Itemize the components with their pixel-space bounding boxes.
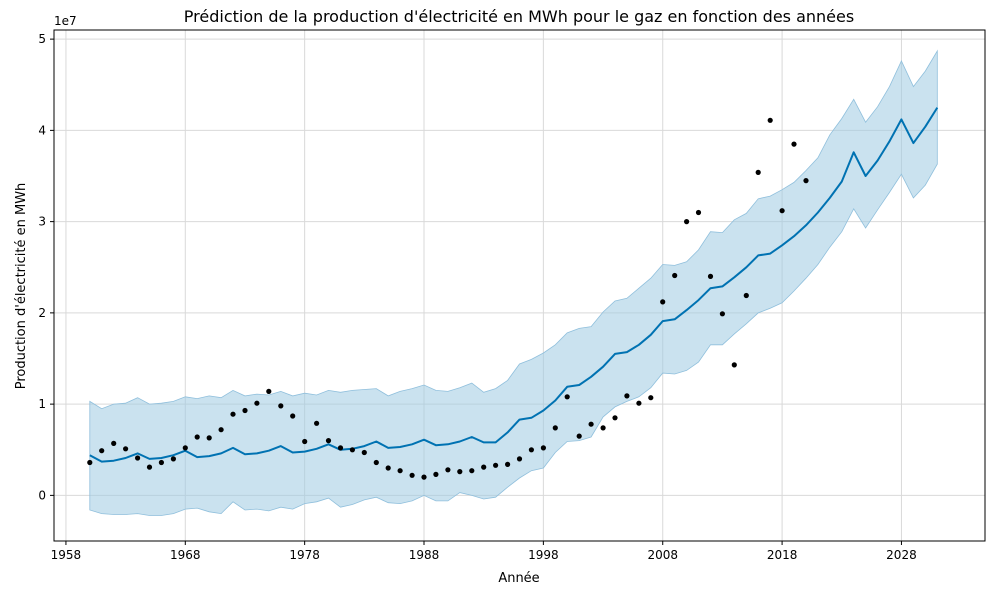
observed-point [660, 299, 666, 305]
forecast-line [89, 107, 939, 463]
observed-point [624, 393, 630, 399]
observed-point [588, 421, 594, 427]
observed-point [266, 388, 272, 394]
y-tick-label: 1 [38, 397, 46, 411]
y-tick-label: 3 [38, 215, 46, 229]
observed-point [445, 467, 451, 473]
y-tick-label: 2 [38, 306, 46, 320]
observed-point [469, 468, 475, 474]
observed-point [421, 474, 427, 480]
x-tick-label: 2028 [886, 548, 917, 562]
observed-point [170, 456, 176, 462]
x-axis-ticks: 1958 1968 1978 1988 1998 2008 2018 2028 [51, 541, 917, 562]
observed-point [481, 464, 487, 470]
observed-point [612, 415, 618, 421]
observed-point [194, 434, 200, 440]
observed-point [731, 362, 737, 368]
observed-point [743, 292, 749, 299]
observed-point [278, 403, 284, 409]
observed-point [146, 464, 153, 470]
x-tick-label: 1988 [409, 548, 440, 562]
observed-point [325, 438, 332, 444]
observed-points-layer [87, 117, 809, 480]
observed-point [803, 178, 809, 184]
observed-point [111, 440, 117, 446]
observed-point [767, 117, 773, 123]
observed-point [576, 433, 582, 439]
observed-point [528, 447, 535, 453]
observed-point [600, 425, 606, 431]
observed-point [505, 461, 511, 467]
observed-point [314, 420, 320, 426]
observed-point [182, 445, 188, 451]
observed-point [397, 468, 403, 474]
forecast-line-layer [89, 107, 939, 463]
observed-point [636, 400, 642, 406]
observed-point [719, 311, 726, 317]
x-tick-label: 1958 [51, 548, 82, 562]
observed-point [123, 446, 129, 452]
plot-frame [53, 29, 986, 542]
observed-point [672, 272, 678, 279]
observed-point [516, 456, 523, 462]
x-tick-label: 1968 [170, 548, 201, 562]
uncertainty-band-layer [89, 49, 938, 516]
observed-point [302, 438, 308, 445]
observed-point [206, 435, 212, 441]
observed-point [755, 169, 761, 175]
y-axis-label: Production d'électricité en MWh [14, 183, 29, 390]
observed-point [254, 400, 260, 406]
observed-point [648, 395, 654, 401]
observed-point [552, 425, 558, 431]
x-tick-label: 2008 [647, 548, 678, 562]
observed-point [564, 394, 570, 400]
observed-point [791, 141, 797, 147]
chart-title: Prédiction de la production d'électricit… [184, 7, 854, 26]
observed-point [158, 459, 164, 466]
observed-point [695, 209, 702, 216]
observed-point [433, 471, 439, 477]
observed-point [779, 208, 785, 214]
observed-point [361, 449, 367, 456]
x-axis-label: Année [498, 571, 539, 586]
observed-point [540, 445, 547, 451]
uncertainty-band [89, 49, 938, 516]
y-tick-label: 0 [38, 488, 46, 502]
observed-point [87, 459, 93, 466]
y-tick-label: 5 [38, 32, 46, 46]
observed-point [242, 407, 248, 414]
x-tick-label: 1978 [289, 548, 320, 562]
observed-point [337, 445, 344, 451]
observed-point [373, 459, 379, 466]
observed-point [409, 472, 415, 478]
observed-point [290, 413, 296, 419]
observed-point [99, 448, 105, 454]
observed-point [230, 411, 236, 417]
y-axis-offset-label: 1e7 [54, 14, 77, 28]
y-tick-label: 4 [38, 123, 46, 137]
observed-point [457, 469, 463, 475]
x-tick-label: 2018 [767, 548, 798, 562]
observed-point [135, 455, 141, 461]
y-axis-ticks: 0 1 2 3 4 5 [38, 32, 54, 502]
observed-point [684, 219, 690, 225]
x-tick-label: 1998 [528, 548, 559, 562]
observed-point [493, 462, 499, 468]
observed-point [218, 427, 224, 433]
observed-point [385, 465, 391, 471]
observed-point [707, 273, 714, 279]
observed-point [349, 447, 355, 453]
